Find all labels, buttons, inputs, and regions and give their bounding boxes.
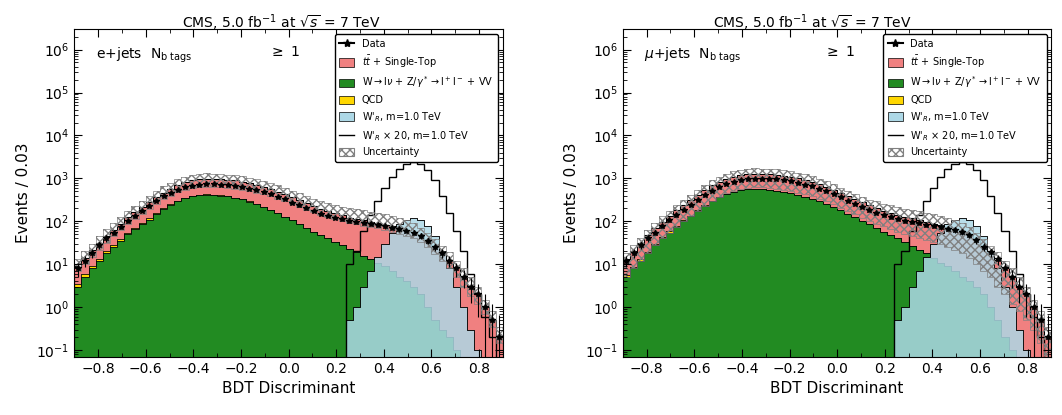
Y-axis label: Events / 0.03: Events / 0.03 <box>564 143 579 243</box>
Text: $\geq$ 1: $\geq$ 1 <box>824 46 855 59</box>
X-axis label: BDT Discriminant: BDT Discriminant <box>770 381 904 396</box>
Text: e+jets  N$_{\rm b\ tags}$: e+jets N$_{\rm b\ tags}$ <box>96 46 192 65</box>
Text: CMS, 5.0 fb$^{-1}$ at $\sqrt{s}$ = 7 TeV: CMS, 5.0 fb$^{-1}$ at $\sqrt{s}$ = 7 TeV <box>713 12 912 33</box>
Text: $\mu$+jets  N$_{\rm b\ tags}$: $\mu$+jets N$_{\rm b\ tags}$ <box>645 46 741 65</box>
Legend: Data, $t\bar{t}$ + Single-Top, W$\rightarrow$l$\nu$ + Z/$\gamma^*$$\rightarrow$l: Data, $t\bar{t}$ + Single-Top, W$\righta… <box>335 34 498 162</box>
Legend: Data, $t\bar{t}$ + Single-Top, W$\rightarrow$l$\nu$ + Z/$\gamma^*$$\rightarrow$l: Data, $t\bar{t}$ + Single-Top, W$\righta… <box>884 34 1046 162</box>
Text: $\geq$ 1: $\geq$ 1 <box>270 46 301 59</box>
X-axis label: BDT Discriminant: BDT Discriminant <box>222 381 356 396</box>
Y-axis label: Events / 0.03: Events / 0.03 <box>16 143 31 243</box>
Text: CMS, 5.0 fb$^{-1}$ at $\sqrt{s}$ = 7 TeV: CMS, 5.0 fb$^{-1}$ at $\sqrt{s}$ = 7 TeV <box>182 12 381 33</box>
